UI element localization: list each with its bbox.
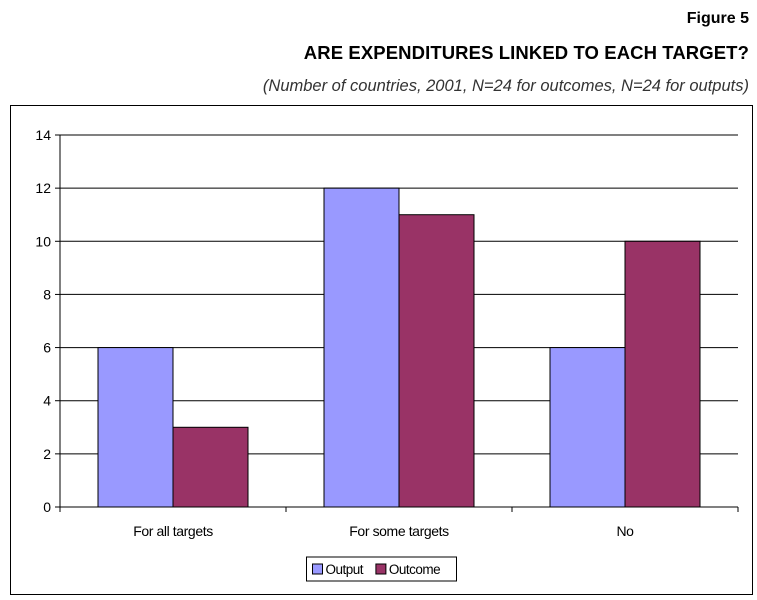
chart-title: ARE EXPENDITURES LINKED TO EACH TARGET? xyxy=(303,42,749,63)
bar-output-2 xyxy=(549,347,626,508)
bars xyxy=(97,187,701,508)
bar-chart: 0 2 4 6 8 10 12 14 For all targets For some targ… xyxy=(10,105,753,595)
x-tick-label: For some targets xyxy=(349,523,449,539)
y-tick-label: 10 xyxy=(35,233,51,249)
x-tick-label: For all targets xyxy=(133,523,213,539)
y-tick-label: 8 xyxy=(43,286,51,302)
legend-swatch-outcome xyxy=(375,563,387,575)
bar-output-0 xyxy=(97,347,174,508)
chart-subtitle: (Number of countries, 2001, N=24 for out… xyxy=(262,77,749,95)
legend-swatch-output xyxy=(312,563,323,575)
legend: Output Outcome xyxy=(306,556,457,582)
chart-area: 0 2 4 6 8 10 12 14 For all targets For some targ… xyxy=(10,105,753,595)
bar-outcome-1 xyxy=(398,214,475,508)
y-tick-label: 4 xyxy=(43,393,51,409)
y-tick-labels: 0 2 4 6 8 10 12 14 xyxy=(35,127,51,515)
legend-label-outcome: Outcome xyxy=(389,562,440,577)
figure-label: Figure 5 xyxy=(686,10,749,27)
y-tick-label: 14 xyxy=(35,127,51,143)
y-tick-label: 12 xyxy=(35,180,51,196)
bar-outcome-2 xyxy=(624,240,701,508)
y-tick-label: 0 xyxy=(43,499,51,515)
y-tick-label: 6 xyxy=(43,340,51,356)
legend-label-output: Output xyxy=(326,562,364,577)
x-tick-labels: For all targets For some targets No xyxy=(133,523,634,539)
bar-output-1 xyxy=(323,187,400,508)
y-tick-label: 2 xyxy=(43,446,51,462)
x-tick-label: No xyxy=(616,523,634,539)
axes xyxy=(55,134,739,512)
bar-outcome-0 xyxy=(172,426,249,508)
